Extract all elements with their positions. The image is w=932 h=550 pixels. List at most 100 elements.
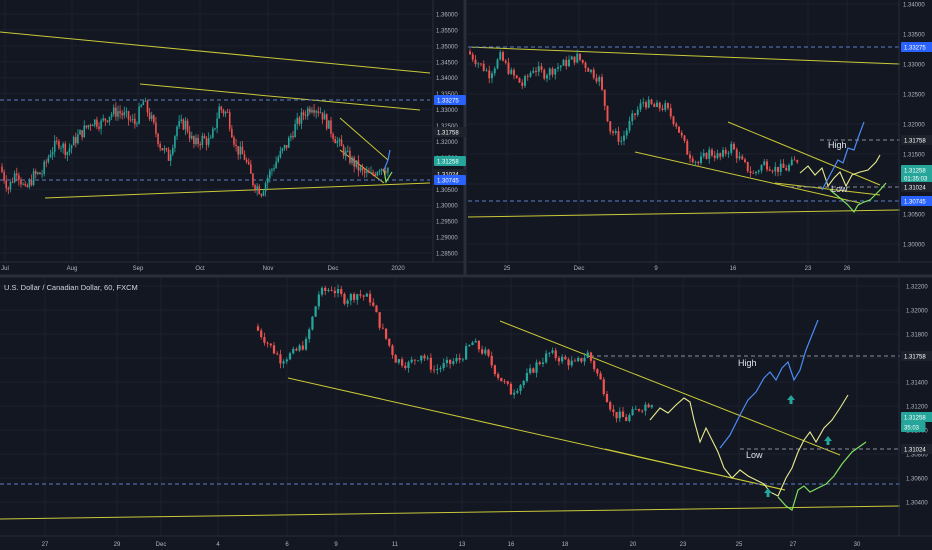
daily-chart-panel[interactable]: 1.360001.355001.350001.345001.340001.335…	[0, 0, 466, 272]
candle	[102, 114, 105, 123]
projection-high-path	[383, 149, 391, 171]
candle	[612, 404, 615, 417]
candle	[768, 166, 771, 172]
price-tick-label: 1.30500	[903, 213, 925, 219]
candle	[334, 135, 336, 144]
candle	[22, 182, 24, 186]
4h-chart-panel[interactable]: High Low 1.34000 1.33500 1.33000 1.32500 1.3…	[467, 0, 932, 272]
up-arrow-icon	[764, 488, 772, 497]
candle	[618, 407, 621, 422]
candle	[584, 61, 587, 73]
candle	[656, 100, 658, 108]
candle	[332, 132, 334, 142]
time-tick-label: 16	[730, 266, 737, 272]
candle	[755, 171, 757, 176]
support-trendline	[0, 505, 901, 520]
up-arrow-icon	[824, 436, 832, 445]
candle	[525, 368, 529, 383]
candle	[317, 291, 320, 310]
candle	[321, 112, 324, 125]
price-tick-label: 1.34000	[436, 76, 458, 82]
candle	[28, 178, 31, 190]
time-tick-label: Dec	[574, 266, 585, 272]
candle	[98, 122, 100, 132]
upper-channel-line	[467, 46, 901, 65]
projection-neutral-path	[799, 154, 881, 188]
candle	[730, 141, 733, 156]
candle	[239, 141, 242, 160]
candle	[445, 356, 449, 368]
price-tick-label: 1.30400	[906, 501, 928, 507]
candle	[182, 118, 185, 131]
candle	[243, 150, 246, 161]
price-tick-label: 1.35000	[436, 44, 458, 50]
candle	[43, 159, 45, 177]
price-badge: 1.31758	[901, 351, 932, 361]
candle	[323, 110, 326, 120]
time-axis[interactable]: Jul Aug Sep Oct Nov Dec 2020	[1, 266, 405, 272]
candle	[615, 411, 618, 423]
candle	[697, 160, 700, 167]
candle	[502, 50, 504, 62]
candle	[733, 141, 735, 150]
time-axis[interactable]: 25 Dec 9 16 23 26	[504, 266, 851, 272]
candle	[20, 177, 22, 188]
candle	[487, 348, 490, 358]
candle	[220, 105, 223, 114]
price-tick-label: 1.29000	[436, 236, 458, 242]
price-badge: 1.31258	[434, 156, 466, 166]
candle	[551, 66, 554, 78]
price-tick-label: 1.31400	[906, 381, 928, 387]
candle	[664, 100, 667, 112]
hourly-chart-panel[interactable]: U.S. Dollar / Canadian Dollar, 60, FXCM …	[0, 278, 932, 548]
candle	[277, 154, 280, 164]
candle	[565, 56, 568, 70]
up-arrow-icon	[787, 395, 795, 404]
candle	[647, 402, 650, 408]
candle	[601, 73, 603, 92]
candle	[372, 169, 374, 177]
candle	[250, 159, 252, 174]
candle	[623, 130, 625, 146]
svg-text:1.31258: 1.31258	[437, 160, 459, 166]
candle	[647, 96, 650, 109]
candle	[125, 107, 128, 118]
candle	[336, 284, 340, 298]
candle	[380, 168, 383, 175]
candle	[570, 55, 573, 60]
price-tick-label: 1.30600	[906, 477, 928, 483]
time-tick-label: Dec	[156, 542, 167, 548]
candle	[51, 147, 54, 160]
candle	[263, 332, 266, 346]
candle	[506, 380, 509, 386]
candle	[112, 104, 115, 117]
time-axis[interactable]: 27 29 Dec 4 6 9 11 13 16 18 20 23 25 27 30	[42, 542, 861, 548]
price-tick-label: 1.34000	[903, 3, 925, 9]
candle	[719, 152, 722, 161]
time-tick-label: 9	[334, 542, 338, 548]
candle	[378, 312, 381, 331]
candle	[650, 404, 653, 409]
candle	[532, 367, 535, 374]
candle	[625, 127, 628, 140]
candle	[304, 336, 308, 351]
candle	[583, 353, 586, 366]
price-tick-label: 1.30000	[436, 204, 458, 210]
candle	[407, 360, 410, 373]
candle	[686, 138, 689, 155]
time-tick-label: 30	[854, 542, 861, 548]
candle	[296, 112, 299, 130]
svg-text:1.30745: 1.30745	[904, 200, 926, 206]
candle	[150, 111, 153, 122]
price-tick-label: 1.33000	[436, 108, 458, 114]
candle	[510, 67, 513, 75]
time-tick-label: 2020	[391, 266, 405, 272]
candle	[596, 368, 599, 377]
candle	[378, 169, 381, 176]
candle	[366, 166, 368, 178]
candle	[131, 114, 134, 123]
candle	[500, 377, 503, 382]
candle	[779, 159, 782, 176]
candle	[595, 73, 598, 84]
candle	[129, 115, 132, 123]
